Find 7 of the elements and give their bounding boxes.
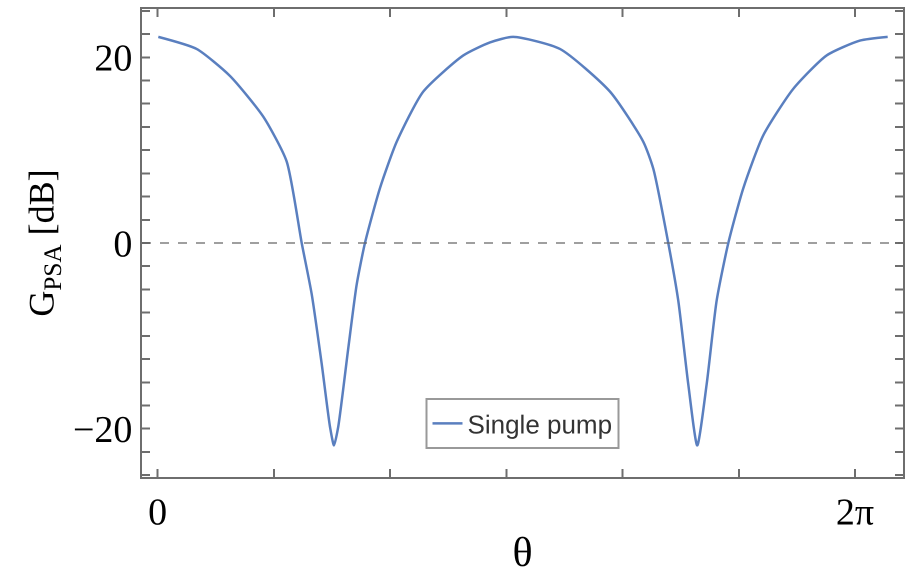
y-tick-label: −20 [72, 409, 132, 452]
y-tick-label: 20 [94, 38, 132, 80]
x-axis-title: θ [512, 530, 533, 576]
line-series [157, 36, 889, 447]
legend-label: Single pump [468, 409, 612, 440]
y-tick-label: 0 [113, 223, 132, 266]
x-tick-label: 2π [836, 492, 874, 534]
